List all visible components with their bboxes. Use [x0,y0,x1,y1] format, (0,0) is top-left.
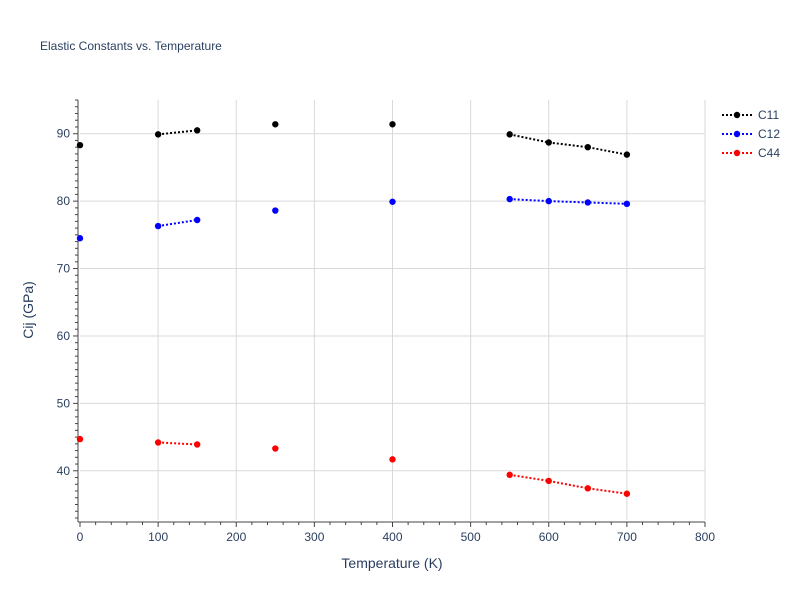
y-tick-label: 50 [57,396,71,410]
legend-item-c11[interactable]: C11 [722,108,779,122]
y-axis-title: Cij (GPa) [20,281,36,339]
series-line-c12 [509,198,627,205]
y-tick-label: 80 [57,194,71,208]
legend[interactable]: C11 C12 C44 [722,108,780,160]
legend-marker-icon [733,111,741,119]
data-point-c44 [623,490,631,497]
series [76,121,631,497]
data-point-c12 [545,197,552,205]
data-point-c11 [506,131,513,138]
axes: 0 100 200 300 400 500 600 700 800 40 50 60 70 80 90 [57,99,715,544]
data-point-c11 [193,127,201,134]
series-c44 [76,435,631,497]
series-line-c12 [157,219,198,228]
x-tick-label: 800 [695,530,715,544]
y-tick-label: 70 [57,262,71,276]
legend-label: C12 [758,127,780,141]
series-line-c44 [158,441,198,446]
data-point-c44 [272,445,279,452]
data-point-c44 [193,441,201,448]
data-point-c11 [623,151,631,158]
data-point-c12 [389,198,396,205]
data-point-c11 [76,141,84,149]
data-point-c44 [584,485,592,492]
series-c12 [76,195,631,242]
series-line-c44 [509,473,628,495]
series-c11 [76,121,631,158]
data-point-c12 [623,200,631,208]
data-point-c11 [545,139,552,146]
data-point-c11 [272,121,279,128]
data-point-c12 [154,222,162,230]
legend-item-c12[interactable]: C12 [722,127,780,141]
series-line-c11 [509,133,628,156]
data-point-c11 [154,131,162,138]
data-point-c12 [76,235,84,242]
data-point-c11 [389,121,396,128]
data-point-c12 [506,195,513,203]
data-point-c12 [272,207,279,214]
y-tick-label: 90 [57,127,71,141]
x-tick-label: 300 [304,530,324,544]
data-point-c11 [584,143,592,151]
legend-marker-icon [733,130,741,138]
legend-label: C11 [758,108,779,122]
x-tick-label: 100 [148,530,168,544]
x-tick-label: 500 [461,530,481,544]
series-line-c11 [158,129,198,136]
data-point-c44 [154,439,162,446]
legend-item-c44[interactable]: C44 [722,146,780,160]
data-point-c44 [545,477,552,485]
chart-title: Elastic Constants vs. Temperature [40,39,222,53]
data-point-c44 [506,471,513,479]
data-point-c44 [389,456,396,463]
x-tick-label: 600 [539,530,559,544]
data-point-c44 [76,435,84,443]
x-tick-label: 0 [77,530,84,544]
x-tick-label: 200 [226,530,246,544]
legend-marker-icon [733,149,741,157]
y-tick-label: 40 [57,464,71,478]
x-axis-title: Temperature (K) [341,555,442,571]
x-tick-label: 700 [617,530,637,544]
data-point-c12 [584,199,592,206]
y-tick-label: 60 [57,329,71,343]
legend-label: C44 [758,146,780,160]
x-tick-label: 400 [382,530,402,544]
data-point-c12 [193,216,201,224]
